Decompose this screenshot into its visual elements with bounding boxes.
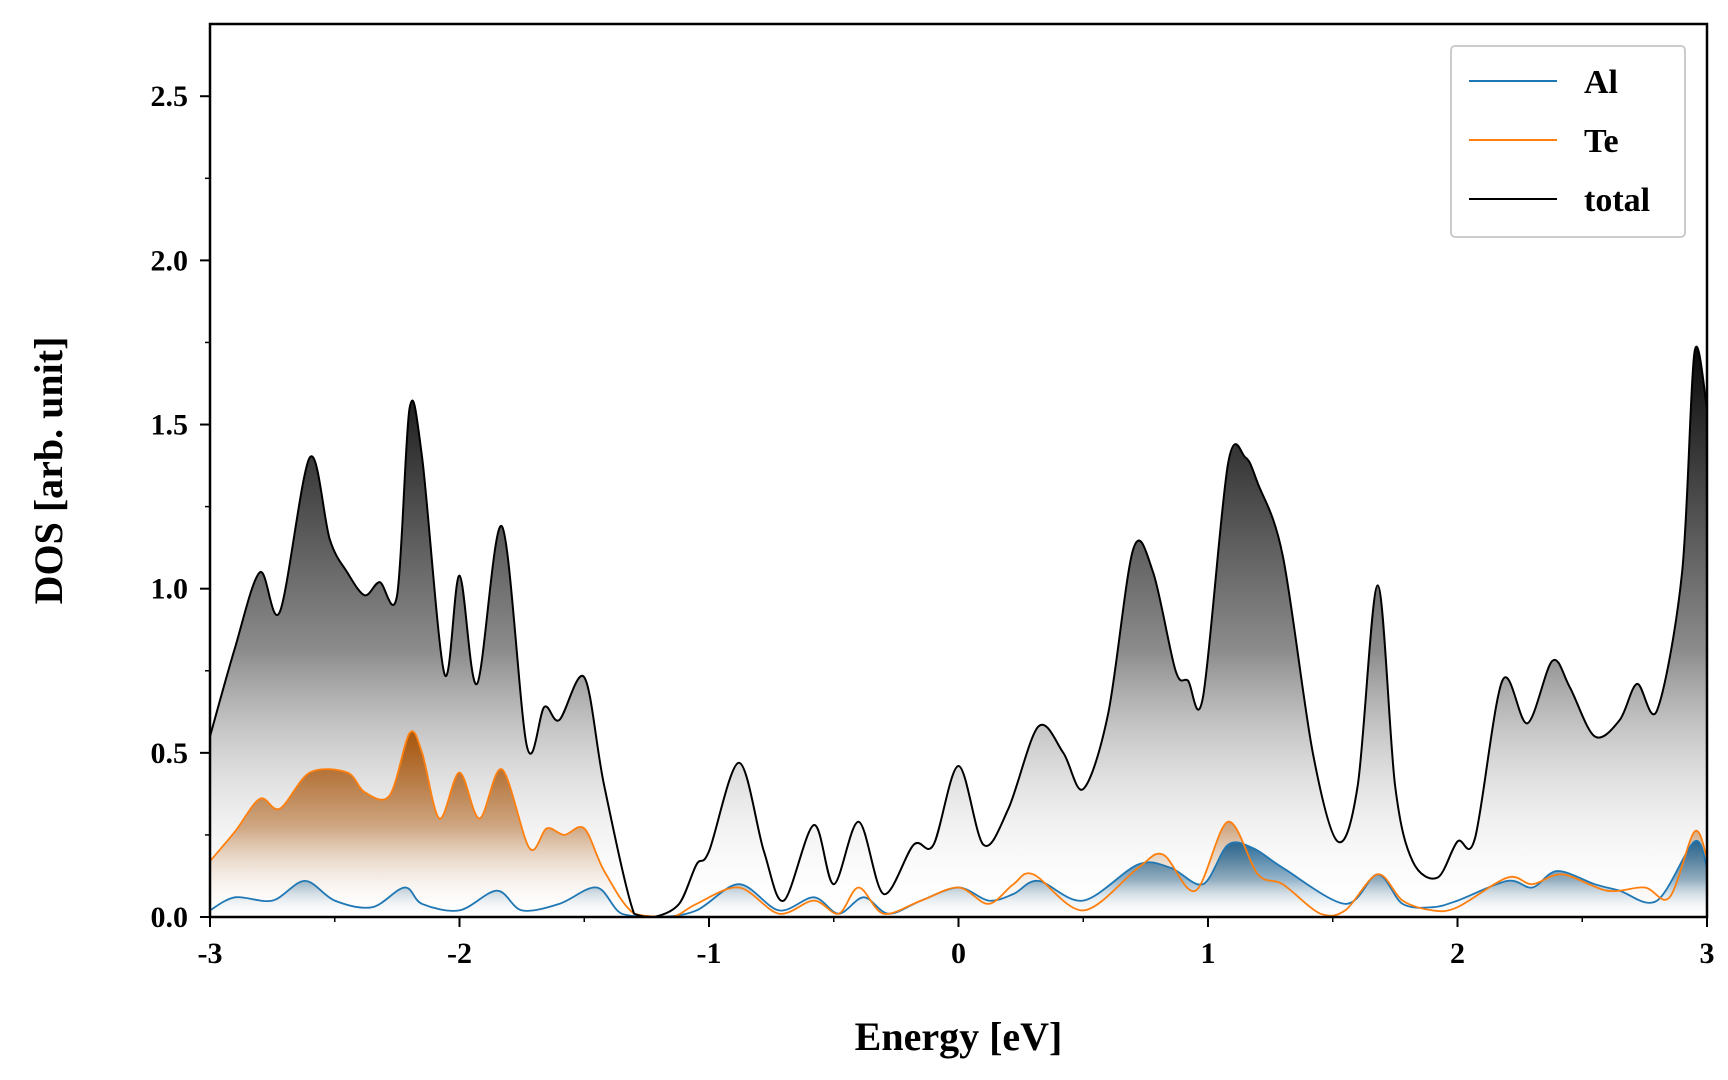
series-lines [210,345,1707,917]
legend: Al Te total [1450,45,1686,238]
area-al [210,840,1707,917]
axis-ticks: -3 -2 -1 0 1 2 3 0.0 0.5 1.0 1.5 2.0 2.5 [151,80,1715,970]
y-tick-label: 2.0 [151,244,189,277]
y-tick-label: 0.5 [151,737,189,770]
area-fills [210,346,1707,917]
x-tick-label: 3 [1700,937,1715,970]
y-tick-label: 0.0 [151,901,189,934]
y-axis-label: DOS [arb. unit] [26,337,71,605]
area-total [210,346,1707,917]
y-tick-label: 1.5 [151,409,189,442]
series-line-total [210,345,1707,917]
area-te [210,731,1707,917]
x-tick-label: -2 [447,937,472,970]
x-axis-label: Energy [eV] [855,1014,1063,1059]
x-tick-label: 2 [1450,937,1465,970]
x-tick-label: 0 [951,937,966,970]
legend-box [1450,45,1686,238]
legend-label-te: Te [1584,123,1619,160]
legend-label-al: Al [1584,64,1618,101]
y-tick-label: 2.5 [151,80,189,113]
y-tick-label: 1.0 [151,573,189,606]
legend-label-total: total [1584,182,1650,219]
series-line-te [210,730,1707,917]
x-tick-label: 1 [1201,937,1216,970]
x-tick-label: -1 [697,937,722,970]
x-tick-label: -3 [198,937,223,970]
